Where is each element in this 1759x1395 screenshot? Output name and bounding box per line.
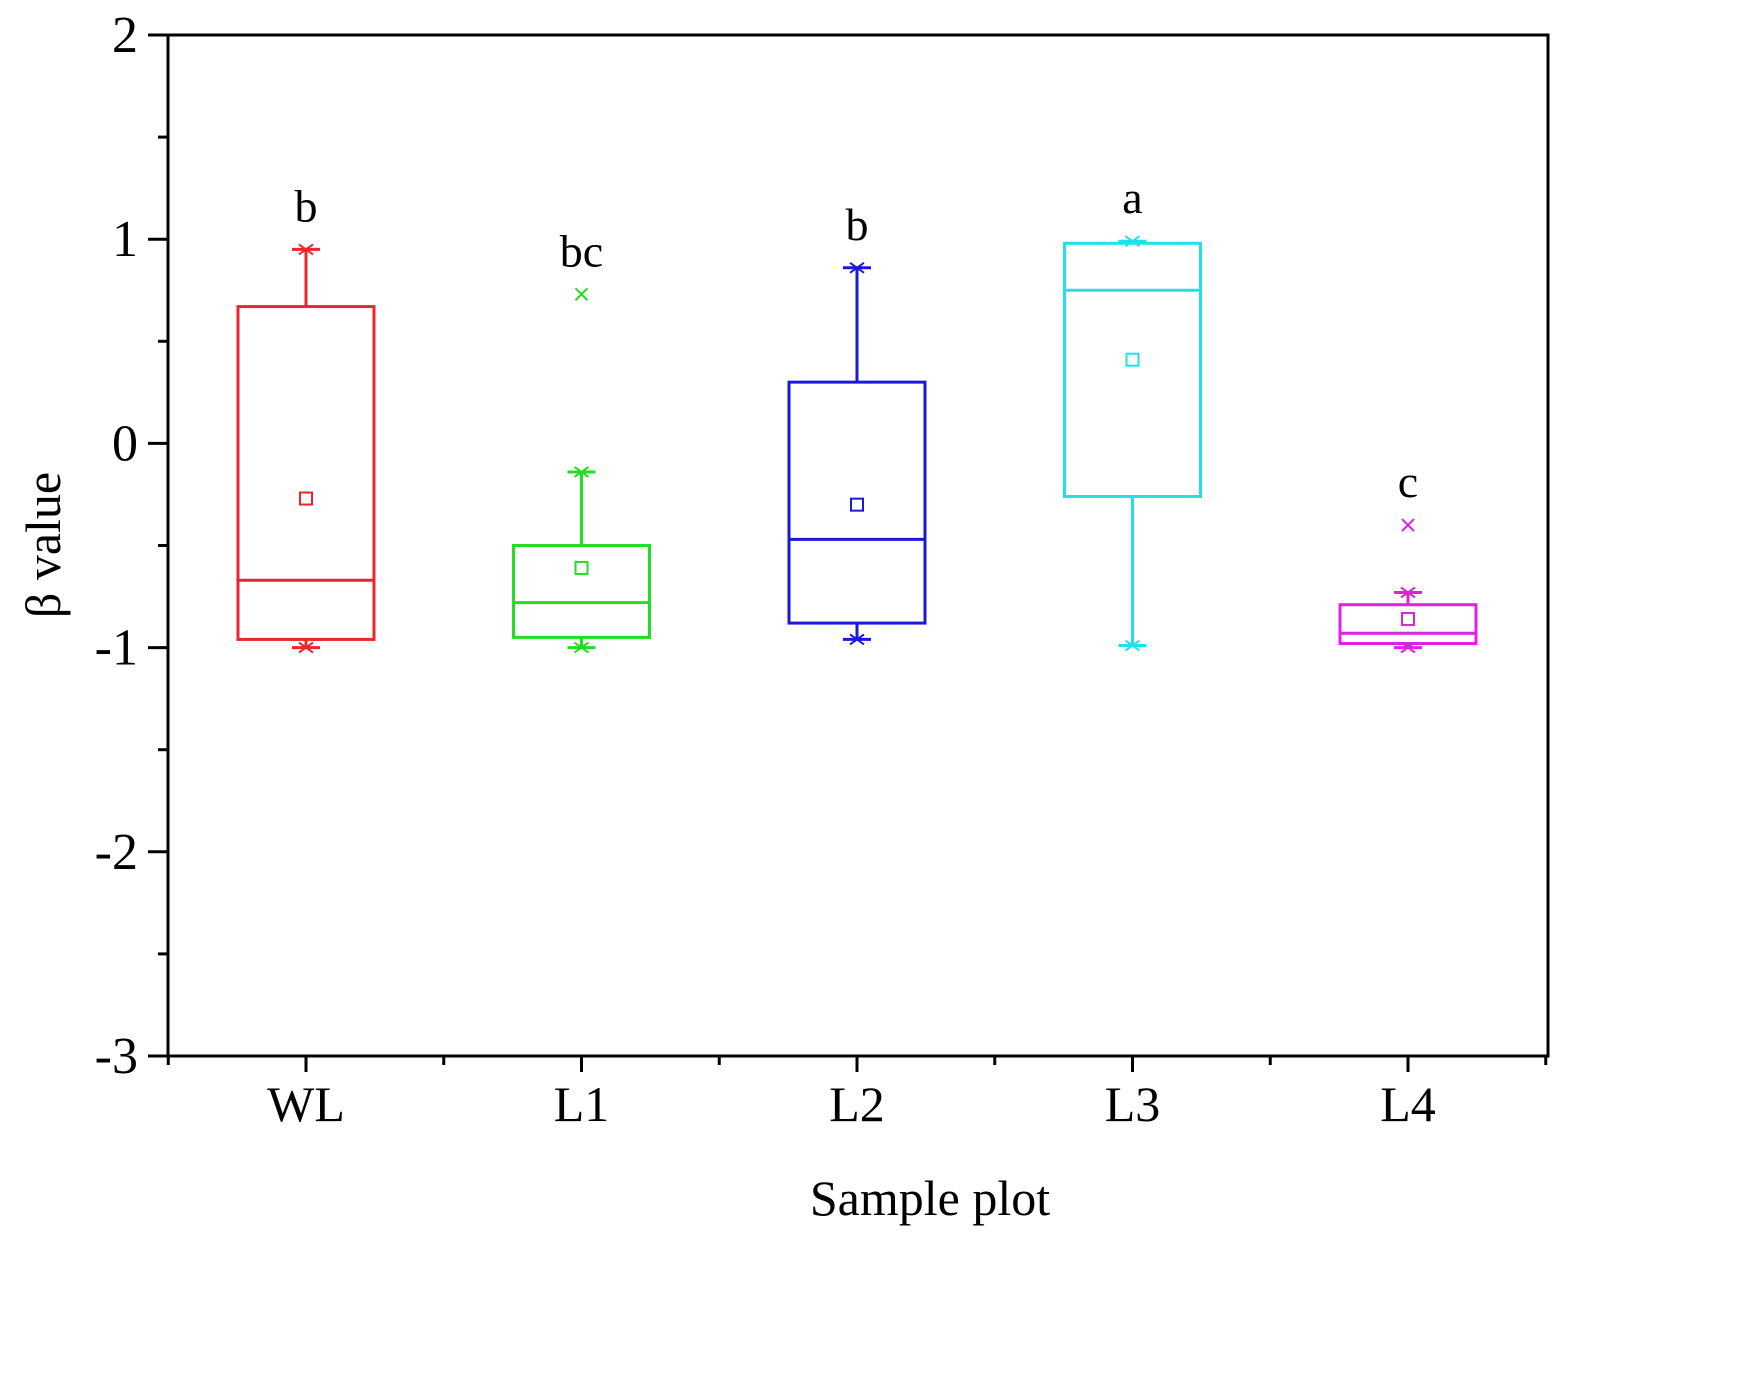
y-tick-label: -2 xyxy=(95,824,138,881)
x-tick-label: L4 xyxy=(1380,1076,1436,1132)
y-tick-label: 1 xyxy=(112,211,138,268)
box-group-l2: b xyxy=(787,199,927,646)
extreme-marker xyxy=(849,261,865,274)
box-iqr xyxy=(787,380,927,625)
box-iqr xyxy=(512,544,651,639)
mean-marker xyxy=(1401,612,1415,627)
box-series: b bc b a c xyxy=(236,172,1478,654)
box-iqr xyxy=(1063,241,1202,498)
x-tick-label: L3 xyxy=(1105,1076,1161,1132)
y-tick-label: -1 xyxy=(95,620,138,677)
significance-letter: c xyxy=(1398,456,1418,507)
outlier-marker xyxy=(574,287,589,302)
y-axis: -3 -2 -1 0 1 2 xyxy=(95,7,168,1085)
significance-letter: a xyxy=(1122,172,1142,223)
box-group-l4: c xyxy=(1338,456,1478,654)
significance-letter: b xyxy=(846,199,869,250)
extreme-marker xyxy=(573,641,590,654)
extreme-marker xyxy=(573,466,590,478)
mean-marker xyxy=(850,497,864,512)
significance-letter: bc xyxy=(560,225,603,276)
mean-marker xyxy=(574,560,589,575)
box-group-l3: a xyxy=(1063,172,1202,652)
extreme-marker xyxy=(1400,586,1416,599)
mean-marker xyxy=(299,491,313,506)
box-iqr xyxy=(1338,603,1478,646)
x-tick-label: L2 xyxy=(829,1076,885,1132)
extreme-marker xyxy=(1124,639,1141,652)
box-group-wl: b xyxy=(236,180,376,654)
x-tick-label: WL xyxy=(267,1076,345,1132)
extreme-marker xyxy=(298,243,314,256)
y-tick-label: -3 xyxy=(95,1028,138,1085)
extreme-marker xyxy=(849,633,865,646)
y-tick-label: 0 xyxy=(112,415,138,472)
box-iqr xyxy=(236,305,376,641)
outlier-marker xyxy=(1401,518,1415,532)
x-tick-label: L1 xyxy=(554,1076,610,1132)
extreme-marker xyxy=(298,641,314,654)
mean-marker xyxy=(1125,352,1140,367)
y-tick-label: 2 xyxy=(112,7,138,64)
significance-letter: b xyxy=(295,180,318,231)
y-axis-title: β value xyxy=(15,472,71,618)
x-axis-title: Sample plot xyxy=(810,1170,1050,1226)
x-axis: WL L1 L2 L3 L4 xyxy=(166,1056,1548,1132)
box-group-l1: bc xyxy=(512,225,651,654)
